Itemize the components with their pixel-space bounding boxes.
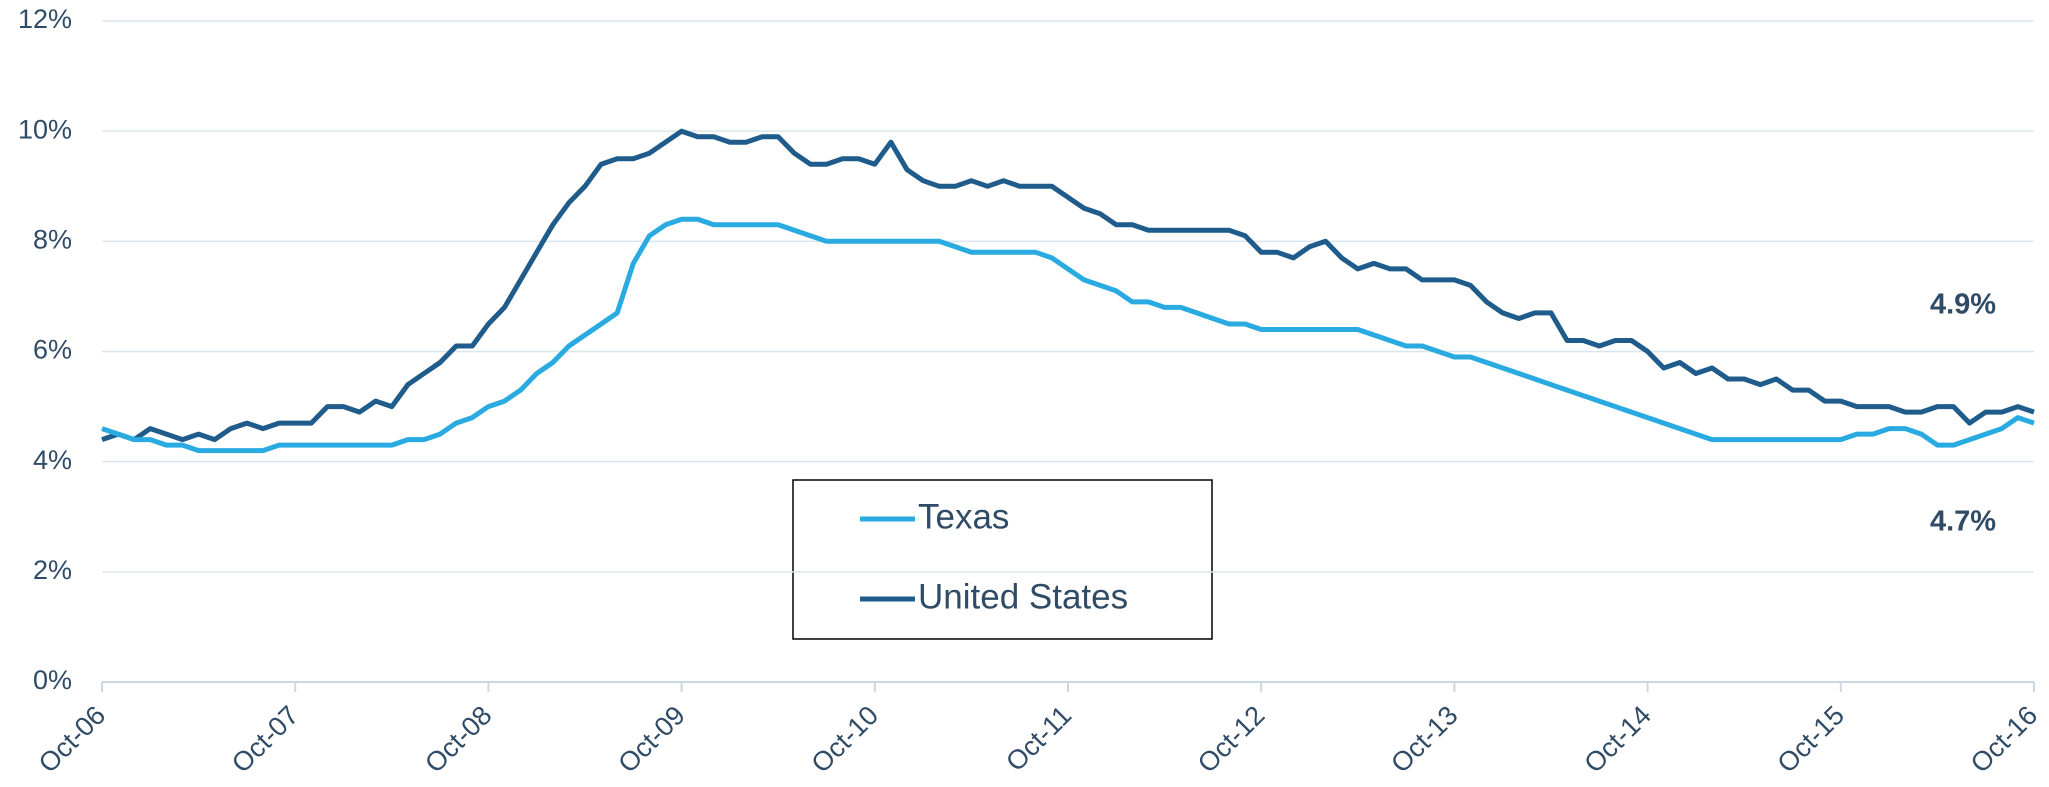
annotation: 4.7% [1930, 506, 1996, 538]
x-tick-label: Oct-07 [226, 700, 305, 779]
y-tick-label: 6% [33, 335, 72, 365]
line-series [101, 216, 2035, 454]
legend-label: United States [918, 577, 1128, 616]
line-series [101, 128, 2035, 443]
x-tick-label: Oct-16 [1965, 700, 2044, 779]
legend-label: Texas [918, 497, 1009, 536]
y-tick-label: 0% [33, 665, 72, 695]
y-tick-label: 8% [33, 224, 72, 254]
y-tick-label: 12% [18, 4, 72, 34]
y-tick-label: 10% [18, 114, 72, 144]
y-tick-label: 2% [33, 555, 72, 585]
x-tick-label: Oct-10 [806, 700, 885, 779]
annotation: 4.9% [1930, 289, 1996, 321]
x-tick-label: Oct-11 [1000, 700, 1077, 777]
x-tick-label: Oct-15 [1772, 700, 1851, 779]
x-tick-label: Oct-09 [612, 700, 691, 779]
x-tick-label: Oct-12 [1192, 700, 1271, 779]
x-tick-label: Oct-14 [1578, 700, 1657, 779]
x-tick-label: Oct-08 [419, 700, 498, 779]
x-tick-label: Oct-13 [1385, 700, 1464, 779]
y-tick-label: 4% [33, 445, 72, 475]
legend-box [792, 479, 1213, 640]
x-tick-label: Oct-06 [33, 700, 112, 779]
